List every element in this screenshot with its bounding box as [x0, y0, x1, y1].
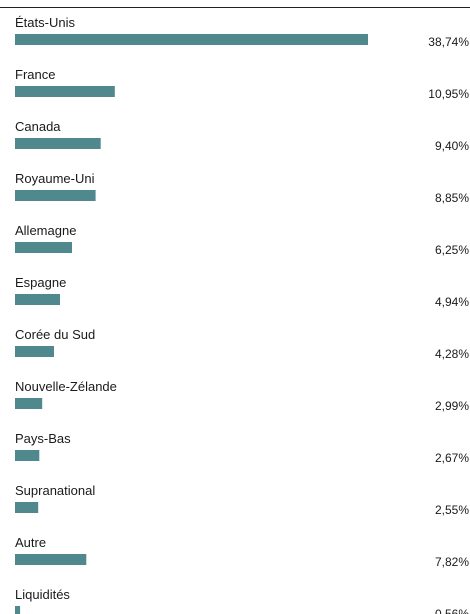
bar: [15, 398, 43, 409]
category-label: Pays-Bas: [15, 431, 71, 446]
value-label: 8,85%: [435, 191, 469, 205]
category-label: États-Unis: [15, 15, 75, 30]
value-label: 7,82%: [435, 555, 469, 569]
value-label: 2,55%: [435, 503, 469, 517]
bar: [15, 34, 368, 45]
category-label: France: [15, 67, 55, 82]
value-label: 6,25%: [435, 243, 469, 257]
value-label: 2,67%: [435, 451, 469, 465]
bar: [15, 346, 54, 357]
category-label: Autre: [15, 535, 46, 550]
category-label: Nouvelle-Zélande: [15, 379, 117, 394]
category-label: Espagne: [15, 275, 66, 290]
bar: [15, 294, 60, 305]
category-label: Corée du Sud: [15, 327, 95, 342]
value-label: 38,74%: [428, 35, 469, 49]
category-label: Canada: [15, 119, 61, 134]
category-label: Liquidités: [15, 587, 70, 602]
category-label: Allemagne: [15, 223, 76, 238]
value-label: 4,28%: [435, 347, 469, 361]
bar: [15, 190, 96, 201]
category-label: Royaume-Uni: [15, 171, 95, 186]
bar: [15, 450, 40, 461]
bar: [15, 242, 72, 253]
value-label: 2,99%: [435, 399, 469, 413]
top-rule: [0, 7, 470, 8]
value-label: 9,40%: [435, 139, 469, 153]
value-label: 4,94%: [435, 295, 469, 309]
bar: [15, 502, 39, 513]
value-label: 10,95%: [428, 87, 469, 101]
bar: [15, 554, 87, 565]
bar: [15, 138, 101, 149]
bar: [15, 86, 115, 97]
category-label: Supranational: [15, 483, 95, 498]
bar: [15, 606, 21, 614]
value-label: 0,56%: [435, 607, 469, 614]
